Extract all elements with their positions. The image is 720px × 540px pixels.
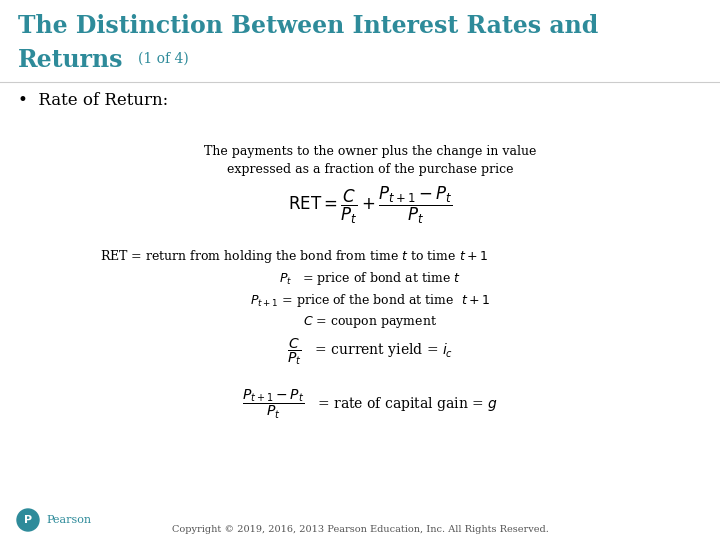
Text: Pearson: Pearson xyxy=(46,515,91,525)
Text: $\dfrac{C}{P_t}\ \ $ = current yield = $i_c$: $\dfrac{C}{P_t}\ \ $ = current yield = $… xyxy=(287,336,453,367)
Text: $P_t\ \ $ = price of bond at time $t$: $P_t\ \ $ = price of bond at time $t$ xyxy=(279,270,461,287)
Text: Copyright © 2019, 2016, 2013 Pearson Education, Inc. All Rights Reserved.: Copyright © 2019, 2016, 2013 Pearson Edu… xyxy=(171,525,549,534)
Text: expressed as a fraction of the purchase price: expressed as a fraction of the purchase … xyxy=(227,163,513,176)
Text: $P_{t+1}$ = price of the bond at time $\ t + 1$: $P_{t+1}$ = price of the bond at time $\… xyxy=(250,292,490,309)
Text: $\mathrm{RET} = \dfrac{C}{P_t} + \dfrac{P_{t+1} - P_t}{P_t}$: $\mathrm{RET} = \dfrac{C}{P_t} + \dfrac{… xyxy=(288,185,452,226)
Text: $C$ = coupon payment: $C$ = coupon payment xyxy=(303,314,437,330)
Text: •  Rate of Return:: • Rate of Return: xyxy=(18,92,168,109)
Text: The payments to the owner plus the change in value: The payments to the owner plus the chang… xyxy=(204,145,536,158)
Text: $\dfrac{P_{t+1} - P_t}{P_t}\ \ $ = rate of capital gain = $g$: $\dfrac{P_{t+1} - P_t}{P_t}\ \ $ = rate … xyxy=(242,388,498,421)
Text: (1 of 4): (1 of 4) xyxy=(138,52,189,66)
Text: RET = return from holding the bond from time $t$ to time $t + 1$: RET = return from holding the bond from … xyxy=(100,248,488,265)
Circle shape xyxy=(17,509,39,531)
Text: Returns: Returns xyxy=(18,48,124,72)
Text: P: P xyxy=(24,515,32,525)
Text: The Distinction Between Interest Rates and: The Distinction Between Interest Rates a… xyxy=(18,14,598,38)
